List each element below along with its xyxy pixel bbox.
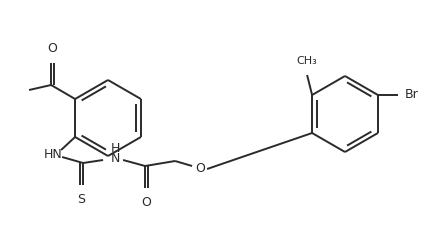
Text: N: N [111,152,120,164]
Text: H: H [111,142,120,155]
Text: O: O [48,42,58,55]
Text: Br: Br [405,88,419,101]
Text: CH₃: CH₃ [297,56,317,66]
Text: O: O [195,163,205,176]
Text: HN: HN [44,148,62,161]
Text: S: S [77,193,86,206]
Text: O: O [141,196,151,209]
